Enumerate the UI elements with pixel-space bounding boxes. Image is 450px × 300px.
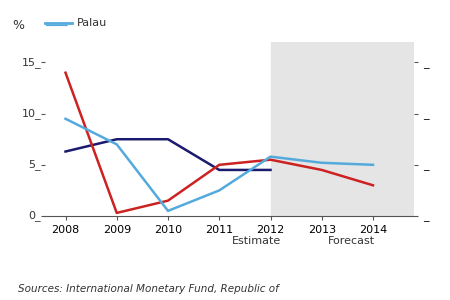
Text: 5_: 5_: [29, 159, 41, 170]
Text: Forecast: Forecast: [328, 236, 374, 247]
Text: 15_: 15_: [22, 57, 41, 68]
Text: Palau: Palau: [76, 17, 107, 28]
Text: 10_: 10_: [22, 108, 41, 119]
Bar: [270, 42, 414, 216]
Text: ───: ───: [45, 20, 72, 34]
Text: Estimate: Estimate: [232, 236, 281, 247]
Text: Sources: International Monetary Fund, Republic of: Sources: International Monetary Fund, Re…: [18, 284, 279, 294]
Text: 0_: 0_: [29, 211, 41, 221]
Text: %: %: [12, 19, 24, 32]
